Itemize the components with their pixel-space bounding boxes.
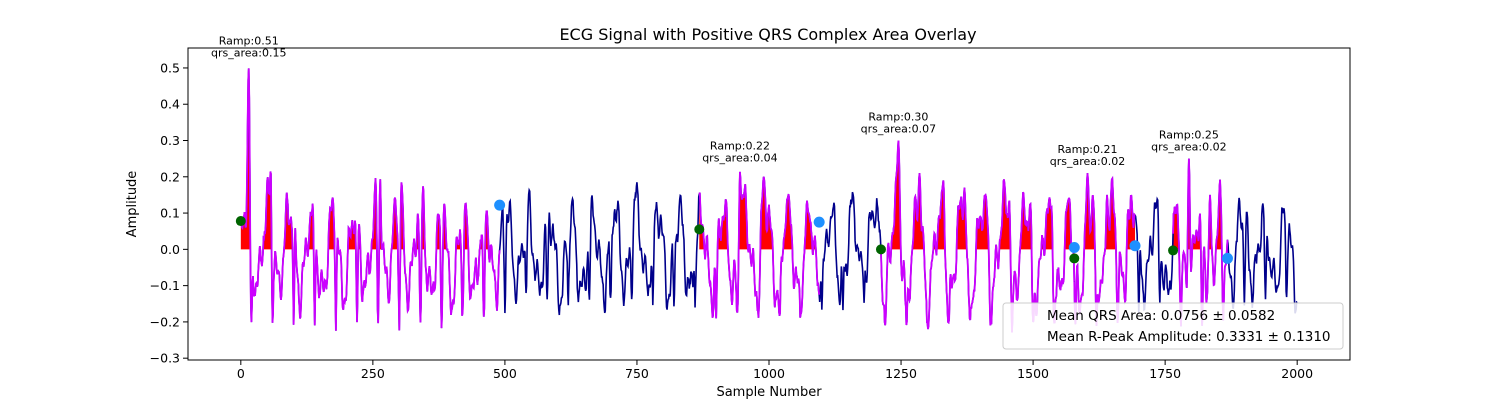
segment-onset-marker-4 xyxy=(1168,245,1179,256)
y-tick-label: −0.2 xyxy=(150,314,180,329)
x-tick-label: 1000 xyxy=(753,366,785,381)
x-tick-label: 2000 xyxy=(1281,366,1313,381)
y-axis-label: Amplitude xyxy=(125,171,140,238)
legend: Mean QRS Area: 0.0756 ± 0.0582 Mean R-Pe… xyxy=(1002,302,1344,350)
x-tick-label: 250 xyxy=(361,366,385,381)
peak-area-label-1: qrs_area:0.04 xyxy=(702,152,777,165)
x-tick-label: 1500 xyxy=(1017,366,1049,381)
y-tick-label: 0.1 xyxy=(160,206,180,221)
segment-offset-marker-4 xyxy=(1221,252,1233,264)
segment-offset-marker-1 xyxy=(813,216,825,228)
legend-entry-r-peak: Mean R-Peak Amplitude: 0.3331 ± 0.1310 xyxy=(1047,329,1331,345)
x-tick-label: 1750 xyxy=(1149,366,1181,381)
y-tick-label: 0.4 xyxy=(160,97,180,112)
qrs-area-fill-0 xyxy=(240,68,500,250)
peak-ramp-label-0: Ramp:0.51 xyxy=(219,34,279,47)
y-tick-label: 0.0 xyxy=(160,242,180,257)
peak-ramp-label-2: Ramp:0.30 xyxy=(868,111,928,124)
peak-ramp-label-1: Ramp:0.22 xyxy=(710,140,770,153)
segment-offset-marker-0 xyxy=(494,199,506,211)
y-axis: −0.3 −0.2 −0.1 0.0 0.1 0.2 0.3 0.4 0.5 xyxy=(150,60,188,366)
segment-onset-marker-1 xyxy=(694,224,705,235)
legend-entry-qrs-area: Mean QRS Area: 0.0756 ± 0.0582 xyxy=(1047,308,1275,324)
y-tick-label: 0.5 xyxy=(160,60,180,75)
x-tick-label: 750 xyxy=(625,366,649,381)
plot-area: Ramp:0.51qrs_area:0.15Ramp:0.22qrs_area:… xyxy=(211,34,1298,333)
segment-offset-marker-3 xyxy=(1129,240,1141,252)
peak-ramp-label-4: Ramp:0.25 xyxy=(1159,129,1219,142)
peak-area-label-2: qrs_area:0.07 xyxy=(861,123,936,136)
segment-onset-marker-0 xyxy=(235,216,246,227)
peak-area-label-0: qrs_area:0.15 xyxy=(211,46,286,59)
qrs-segment-line-0 xyxy=(240,68,501,331)
qrs-segment-line-2 xyxy=(880,140,1076,333)
legend-box xyxy=(1002,302,1344,350)
segment-offset-marker-2 xyxy=(1068,242,1080,254)
y-tick-label: −0.1 xyxy=(150,278,180,293)
qrs-area-fill-1 xyxy=(699,171,820,250)
qrs-segment-line-3 xyxy=(1073,173,1136,326)
qrs-segment-line-1 xyxy=(698,171,821,319)
qrs-area-fill-3 xyxy=(1074,173,1136,250)
segment-onset-marker-2 xyxy=(875,244,886,255)
x-tick-label: 500 xyxy=(493,366,517,381)
y-tick-label: −0.3 xyxy=(150,351,180,366)
x-tick-label: 1250 xyxy=(885,366,917,381)
y-tick-label: 0.2 xyxy=(160,169,180,184)
peak-area-label-3: qrs_area:0.02 xyxy=(1050,155,1125,168)
peak-ramp-label-3: Ramp:0.21 xyxy=(1057,143,1117,156)
x-axis-label: Sample Number xyxy=(716,385,822,400)
x-axis: 0 250 500 750 1000 1250 1500 1750 2000 xyxy=(237,360,1313,381)
qrs-segment-line-4 xyxy=(1172,158,1229,327)
chart-title: ECG Signal with Positive QRS Complex Are… xyxy=(559,25,976,44)
peak-area-label-4: qrs_area:0.02 xyxy=(1151,141,1226,154)
y-tick-label: 0.3 xyxy=(160,133,180,148)
segment-onset-marker-3 xyxy=(1069,253,1080,264)
x-tick-label: 0 xyxy=(237,366,245,381)
